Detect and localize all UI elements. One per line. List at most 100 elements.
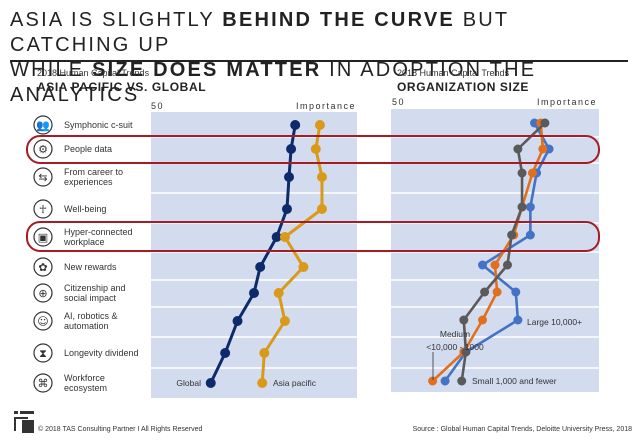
global-series-label: Global	[176, 378, 201, 388]
svg-text:✿: ✿	[38, 261, 47, 274]
data-point	[249, 288, 259, 298]
data-point	[517, 202, 527, 212]
data-point	[511, 287, 521, 297]
data-point	[220, 348, 231, 358]
data-point	[286, 144, 297, 154]
trend-label: New rewards	[64, 262, 117, 272]
network-person-icon: ⚙	[30, 136, 56, 162]
svg-text:⧗: ⧗	[39, 347, 47, 360]
data-point	[527, 168, 537, 178]
right-axis-title: Importance	[537, 97, 598, 107]
headline-text: IN ADOPTION THE ANALYTICS	[10, 59, 537, 106]
data-point	[502, 260, 512, 270]
highlight-oval-1	[26, 135, 600, 164]
trend-item: ⧗ Longevity dividend	[30, 339, 139, 367]
svg-text:☥: ☥	[39, 203, 47, 216]
data-point	[279, 316, 290, 326]
data-point	[273, 288, 284, 298]
svg-text:⊕: ⊕	[38, 287, 47, 300]
data-point	[298, 262, 309, 272]
trend-item: ☺ AI, robotics & automation	[30, 307, 144, 335]
trend-item: ⚙ People data	[30, 135, 112, 163]
svg-text:▣: ▣	[38, 231, 48, 244]
trend-item: ⌘ Workforce ecosystem	[30, 369, 144, 397]
data-point	[279, 232, 290, 242]
small-series-label: Small 1,000 and fewer	[472, 376, 557, 386]
right-chart-title: ORGANIZATION SIZE	[397, 80, 529, 94]
trend-label: Longevity dividend	[64, 348, 139, 358]
data-point	[478, 315, 488, 325]
data-point	[490, 260, 500, 270]
data-point	[257, 378, 268, 388]
data-point	[281, 204, 292, 214]
headline-line-1: ASIA IS SLIGHTLY BEHIND THE CURVE BUT CA…	[10, 8, 630, 58]
ecosystem-icon: ⌘	[30, 370, 56, 396]
trend-item: 👥 Symphonic c-suit	[30, 111, 133, 139]
trend-label: AI, robotics & automation	[64, 311, 118, 331]
data-point	[457, 376, 467, 386]
data-point	[525, 230, 535, 240]
meditation-icon: ☥	[30, 196, 56, 222]
trend-item: ✿ New rewards	[30, 253, 117, 281]
headline-emphasis: BEHIND THE CURVE	[222, 9, 455, 31]
data-point	[316, 172, 327, 182]
svg-text:⇆: ⇆	[38, 171, 47, 184]
data-point	[205, 378, 216, 388]
data-point	[461, 347, 471, 357]
data-point	[459, 315, 469, 325]
headline-text: ASIA IS SLIGHTLY	[10, 9, 223, 31]
career-path-icon: ⇆	[30, 164, 56, 190]
data-point	[271, 232, 282, 242]
right-axis-min-label: 50	[392, 97, 406, 107]
title-divider	[10, 60, 628, 62]
data-point	[525, 202, 535, 212]
data-point	[513, 315, 523, 325]
trend-item: ⇆ From career to experiences	[30, 163, 144, 191]
trend-item: ⊕ Citizenship and social impact	[30, 279, 144, 307]
large-series-label: Large 10,000+	[527, 317, 582, 327]
data-point	[507, 230, 517, 240]
reward-tree-icon: ✿	[30, 254, 56, 280]
data-point	[540, 118, 550, 128]
headline-line-2: WHILE SIZE DOES MATTER IN ADOPTION THE A…	[10, 58, 630, 108]
svg-text:⌘: ⌘	[38, 377, 49, 390]
medium-series-label: Medium	[440, 329, 470, 339]
trend-label: Well-being	[64, 204, 107, 214]
people-group-icon: 👥	[30, 112, 56, 138]
source-text: Source : Global Human Capital Trends, De…	[412, 426, 632, 433]
trend-label: Symphonic c-suit	[64, 120, 133, 130]
asia-series-label: Asia pacific	[273, 378, 317, 388]
svg-text:☺: ☺	[37, 315, 48, 328]
left-chart-title: ASIA PACIFIC VS. GLOBAL	[37, 80, 207, 94]
data-point	[310, 144, 321, 154]
connected-devices-icon: ▣	[30, 224, 56, 250]
data-point	[492, 287, 502, 297]
trend-label: Citizenship and social impact	[64, 283, 126, 303]
data-point	[480, 287, 490, 297]
headline: ASIA IS SLIGHTLY BEHIND THE CURVE BUT CA…	[10, 8, 630, 108]
data-point	[538, 144, 548, 154]
left-chart-subtitle: 2018 Human Capital Trends	[37, 68, 150, 78]
trend-label: People data	[64, 144, 113, 154]
data-point	[428, 376, 438, 386]
left-axis-min-label: 50	[151, 101, 165, 111]
headline-emphasis: SIZE DOES MATTER	[92, 59, 322, 81]
data-point	[290, 120, 301, 130]
robot-icon: ☺	[30, 308, 56, 334]
medium-series-range-label: <10,000 - 1000	[426, 342, 484, 352]
right-chart-subtitle: 2018 Human Capital Trends	[397, 68, 510, 78]
trend-label: Hyper-connected workplace	[64, 227, 133, 247]
trend-item: ▣ Hyper-connected workplace	[30, 223, 144, 251]
data-point	[530, 118, 540, 128]
trend-label: Workforce ecosystem	[64, 373, 108, 393]
headline-text: WHILE	[10, 59, 93, 81]
data-point	[440, 376, 450, 386]
highlight-oval-2	[26, 221, 600, 252]
left-axis-title: Importance	[296, 101, 357, 111]
globe-icon: ⊕	[30, 280, 56, 306]
copyright-text: © 2018 TAS Consulting Partner I All Righ…	[38, 426, 203, 433]
data-point	[259, 348, 270, 358]
data-point	[284, 172, 295, 182]
data-point	[544, 144, 554, 154]
